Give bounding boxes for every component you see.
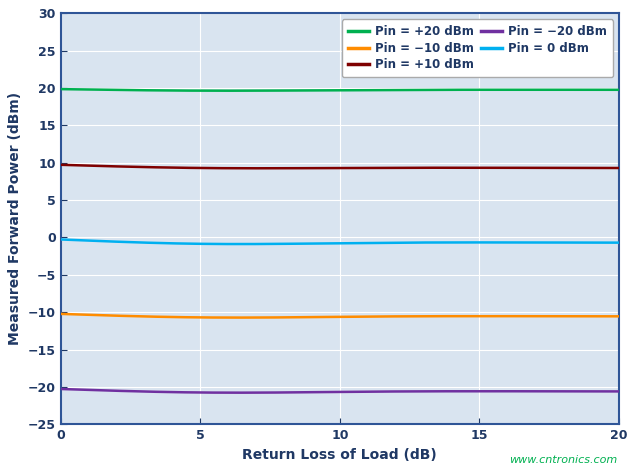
Legend: Pin = +20 dBm, Pin = −10 dBm, Pin = +10 dBm, Pin = −20 dBm, Pin = 0 dBm: Pin = +20 dBm, Pin = −10 dBm, Pin = +10 …: [342, 19, 613, 77]
Text: www.cntronics.com: www.cntronics.com: [509, 455, 617, 465]
X-axis label: Return Loss of Load (dB): Return Loss of Load (dB): [242, 447, 437, 462]
Y-axis label: Measured Forward Power (dBm): Measured Forward Power (dBm): [8, 92, 22, 345]
